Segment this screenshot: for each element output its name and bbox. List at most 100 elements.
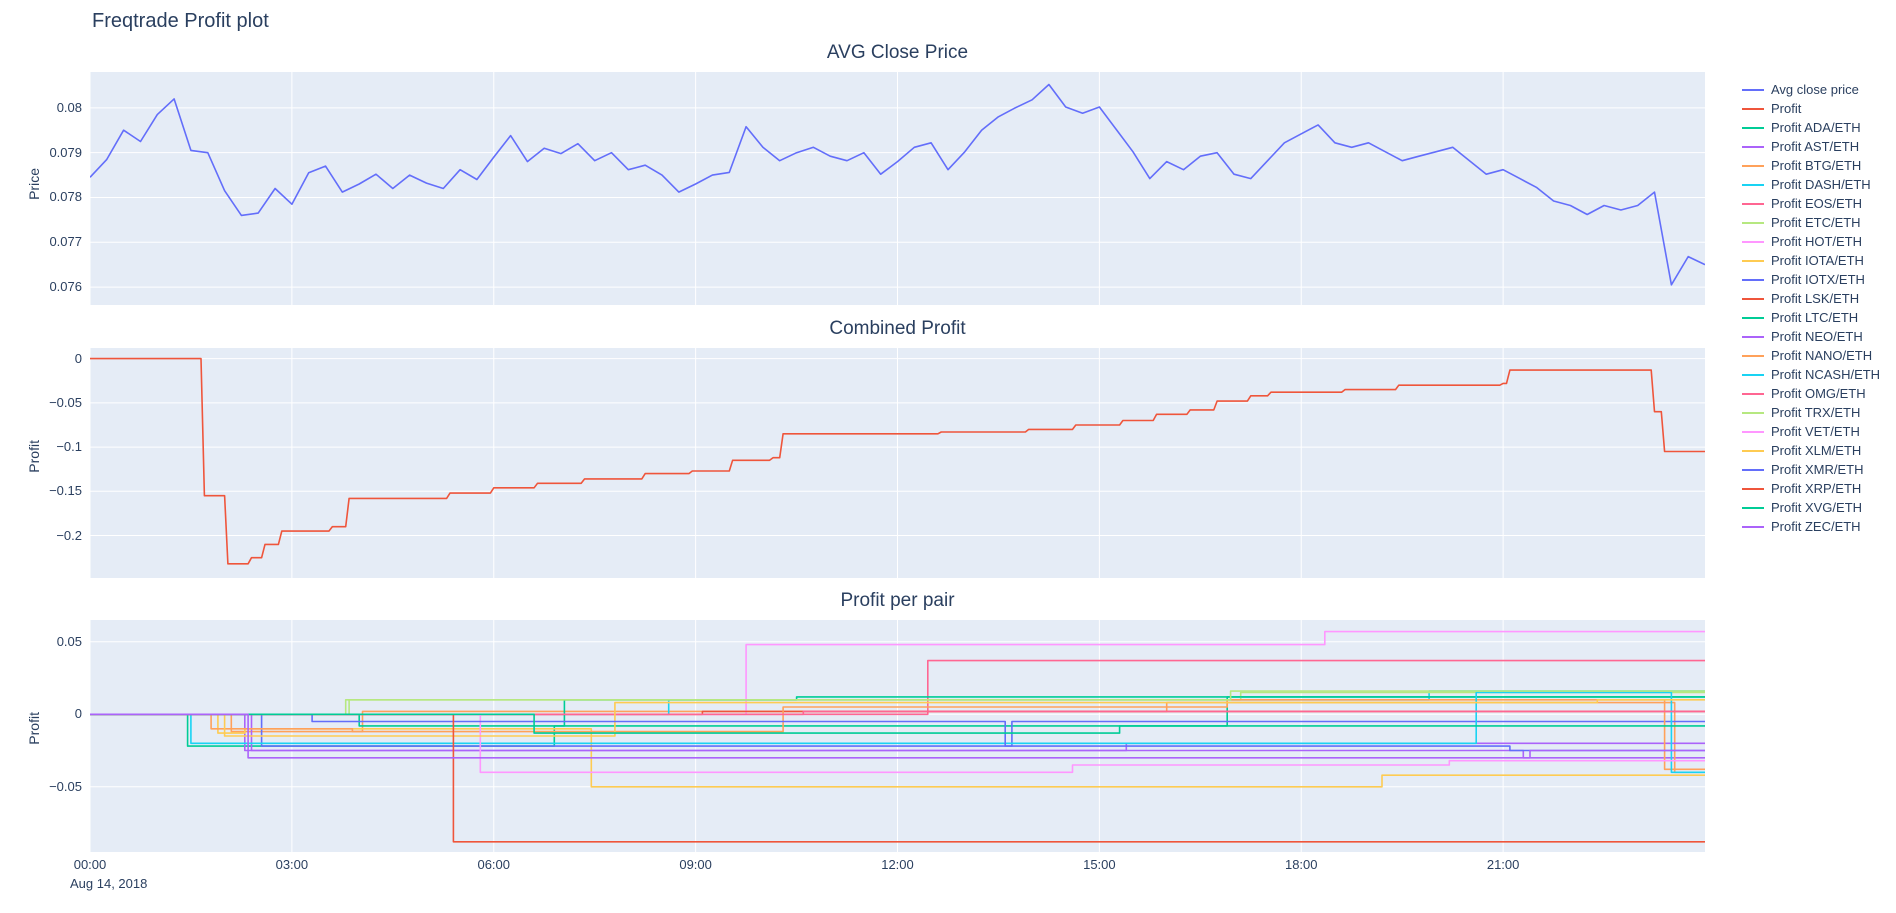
legend-item-profit-vet-eth[interactable]: Profit VET/ETH — [1742, 422, 1880, 441]
x-axis-date-label: Aug 14, 2018 — [70, 876, 148, 891]
legend-line-marker — [1742, 240, 1764, 243]
legend-item-profit-ast-eth[interactable]: Profit AST/ETH — [1742, 137, 1880, 156]
legend-item-profit-trx-eth[interactable]: Profit TRX/ETH — [1742, 403, 1880, 422]
legend-item-profit-xmr-eth[interactable]: Profit XMR/ETH — [1742, 460, 1880, 479]
legend-item-label: Profit ETC/ETH — [1771, 215, 1861, 230]
legend-line-marker — [1742, 183, 1764, 186]
legend-item-profit-etc-eth[interactable]: Profit ETC/ETH — [1742, 213, 1880, 232]
page-title: Freqtrade Profit plot — [92, 10, 269, 32]
series-profit-ncash-eth[interactable] — [90, 691, 1705, 774]
legend-item-label: Profit ADA/ETH — [1771, 120, 1861, 135]
legend-line-marker — [1742, 145, 1764, 148]
x-tick-label: 06:00 — [477, 857, 511, 872]
series-avg-close-price[interactable] — [90, 83, 1705, 286]
avg-close-price-plot[interactable]: 0.076 0.077 0.078 0.079 0.08 — [49, 72, 1705, 305]
legend-item-label: Profit ZEC/ETH — [1771, 519, 1861, 534]
legend-line-marker — [1742, 468, 1764, 471]
legend-item-label: Profit BTG/ETH — [1771, 158, 1862, 173]
x-tick-label: 18:00 — [1284, 857, 1318, 872]
legend-item-profit-lsk-eth[interactable]: Profit LSK/ETH — [1742, 289, 1880, 308]
y-tick-label: −0.15 — [49, 483, 82, 499]
legend-line-marker — [1742, 316, 1764, 319]
chart-canvas — [90, 620, 1705, 852]
legend-item-label: Profit VET/ETH — [1771, 424, 1860, 439]
legend-item-label: Profit HOT/ETH — [1771, 234, 1863, 249]
series-profit[interactable] — [90, 357, 1705, 565]
legend-line-marker — [1742, 392, 1764, 395]
legend-item-label: Profit TRX/ETH — [1771, 405, 1861, 420]
legend-item-label: Profit XLM/ETH — [1771, 443, 1862, 458]
legend-item-profit-ncash-eth[interactable]: Profit NCASH/ETH — [1742, 365, 1880, 384]
x-tick-label: 03:00 — [275, 857, 309, 872]
legend-line-marker — [1742, 335, 1764, 338]
y-tick-label: 0 — [74, 706, 82, 722]
legend-item-profit-btg-eth[interactable]: Profit BTG/ETH — [1742, 156, 1880, 175]
legend-item-profit-dash-eth[interactable]: Profit DASH/ETH — [1742, 175, 1880, 194]
legend-item-profit-hot-eth[interactable]: Profit HOT/ETH — [1742, 232, 1880, 251]
x-tick-label: 15:00 — [1083, 857, 1116, 872]
legend-item-profit-omg-eth[interactable]: Profit OMG/ETH — [1742, 384, 1880, 403]
legend-item-label: Profit IOTA/ETH — [1771, 253, 1864, 268]
legend-line-marker — [1742, 411, 1764, 414]
legend-line-marker — [1742, 107, 1764, 110]
legend-line-marker — [1742, 221, 1764, 224]
legend-line-marker — [1742, 202, 1764, 205]
chart-canvas — [90, 72, 1705, 305]
x-tick-label: 21:00 — [1486, 857, 1520, 872]
profit-per-pair-plot[interactable]: 0.05 0 −0.05 — [49, 620, 1705, 852]
legend-item-label: Profit LSK/ETH — [1771, 291, 1860, 306]
legend-line-marker — [1742, 297, 1764, 300]
series-profit-xvg-eth[interactable] — [90, 713, 1705, 734]
y-tick-label: 0.076 — [49, 279, 82, 295]
legend-item-label: Profit NEO/ETH — [1771, 329, 1863, 344]
legend-line-marker — [1742, 525, 1764, 528]
legend-item-label: Profit NANO/ETH — [1771, 348, 1873, 363]
legend: Avg close price Profit Profit ADA/ETH Profi… — [1742, 80, 1880, 536]
legend-line-marker — [1742, 164, 1764, 167]
series-profit-zec-eth[interactable] — [90, 713, 1705, 759]
series-profit-vet-eth[interactable] — [90, 713, 1705, 774]
legend-item-label: Profit AST/ETH — [1771, 139, 1860, 154]
legend-item-label: Profit XMR/ETH — [1771, 462, 1864, 477]
legend-item-profit-zec-eth[interactable]: Profit ZEC/ETH — [1742, 517, 1880, 536]
legend-item-label: Profit IOTX/ETH — [1771, 272, 1865, 287]
legend-item-profit[interactable]: Profit — [1742, 99, 1880, 118]
subplot-title-profit-per-pair: Profit per pair — [840, 590, 955, 611]
legend-item-profit-xvg-eth[interactable]: Profit XVG/ETH — [1742, 498, 1880, 517]
legend-item-avg-close-price[interactable]: Avg close price — [1742, 80, 1880, 99]
legend-item-label: Profit NCASH/ETH — [1771, 367, 1881, 382]
legend-item-profit-eos-eth[interactable]: Profit EOS/ETH — [1742, 194, 1880, 213]
legend-item-profit-nano-eth[interactable]: Profit NANO/ETH — [1742, 346, 1880, 365]
legend-line-marker — [1742, 354, 1764, 357]
subplot-title-combined-profit: Combined Profit — [829, 318, 966, 339]
legend-line-marker — [1742, 430, 1764, 433]
y-tick-label: 0.079 — [49, 144, 82, 160]
series-profit-iota-eth[interactable] — [90, 713, 1705, 788]
legend-line-marker — [1742, 278, 1764, 281]
combined-profit-plot[interactable]: 0 −0.05 −0.1 −0.15 −0.2 — [49, 348, 1705, 578]
x-tick-label: 12:00 — [881, 857, 914, 872]
series-profit-xlm-eth[interactable] — [90, 699, 1705, 737]
legend-item-label: Profit XVG/ETH — [1771, 500, 1863, 515]
legend-item-profit-iota-eth[interactable]: Profit IOTA/ETH — [1742, 251, 1880, 270]
subplot-title-avg-close-price: AVG Close Price — [826, 42, 969, 63]
legend-line-marker — [1742, 88, 1764, 91]
legend-line-marker — [1742, 506, 1764, 509]
y-tick-label: −0.05 — [49, 394, 82, 410]
y-tick-label: 0.08 — [56, 99, 82, 115]
y-tick-label: −0.05 — [49, 778, 82, 794]
series-profit-ltc-eth[interactable] — [90, 696, 1705, 727]
legend-item-profit-ltc-eth[interactable]: Profit LTC/ETH — [1742, 308, 1880, 327]
legend-item-profit-iotx-eth[interactable]: Profit IOTX/ETH — [1742, 270, 1880, 289]
y-tick-label: −0.2 — [56, 527, 82, 543]
y-tick-label: 0.05 — [56, 633, 82, 649]
legend-item-profit-neo-eth[interactable]: Profit NEO/ETH — [1742, 327, 1880, 346]
legend-item-profit-ada-eth[interactable]: Profit ADA/ETH — [1742, 118, 1880, 137]
legend-line-marker — [1742, 259, 1764, 262]
y-tick-label: 0.077 — [49, 234, 82, 250]
y-tick-label: −0.1 — [56, 439, 82, 455]
legend-item-label: Profit OMG/ETH — [1771, 386, 1866, 401]
legend-item-profit-xlm-eth[interactable]: Profit XLM/ETH — [1742, 441, 1880, 460]
x-tick-label: 09:00 — [679, 857, 712, 872]
legend-item-profit-xrp-eth[interactable]: Profit XRP/ETH — [1742, 479, 1880, 498]
